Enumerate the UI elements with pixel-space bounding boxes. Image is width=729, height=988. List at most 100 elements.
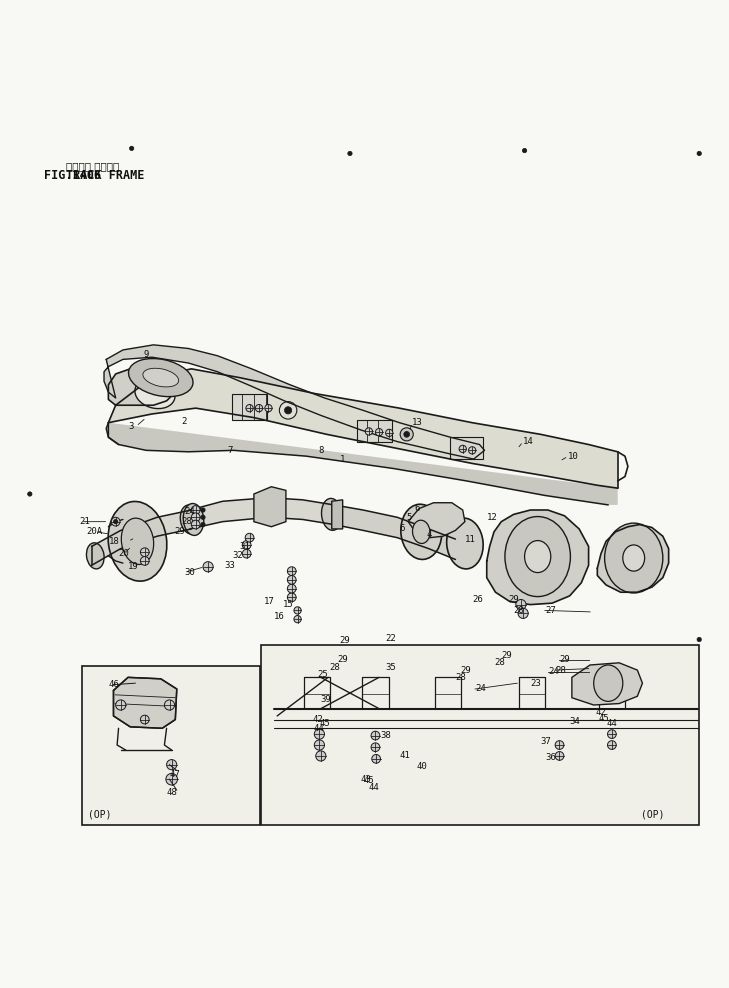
- Ellipse shape: [604, 523, 663, 593]
- Polygon shape: [109, 369, 174, 405]
- Ellipse shape: [183, 504, 203, 535]
- Text: 6: 6: [414, 504, 419, 513]
- Polygon shape: [254, 487, 286, 527]
- Text: 45: 45: [363, 777, 374, 785]
- Circle shape: [287, 575, 296, 584]
- Circle shape: [255, 404, 262, 412]
- Circle shape: [386, 429, 393, 437]
- Circle shape: [130, 146, 134, 150]
- Text: 40: 40: [417, 763, 428, 772]
- Circle shape: [191, 513, 200, 522]
- Circle shape: [469, 447, 476, 453]
- Text: 22: 22: [385, 633, 396, 642]
- Ellipse shape: [321, 498, 342, 531]
- Text: TRACK FRAME: TRACK FRAME: [66, 170, 144, 183]
- Polygon shape: [104, 345, 485, 459]
- Text: 28: 28: [494, 658, 504, 667]
- Text: 30: 30: [184, 568, 195, 577]
- Text: 42: 42: [596, 707, 607, 716]
- Text: 28: 28: [514, 606, 524, 615]
- Polygon shape: [114, 678, 176, 728]
- Circle shape: [114, 520, 118, 524]
- Circle shape: [516, 600, 526, 610]
- Circle shape: [459, 446, 467, 453]
- Text: 28: 28: [330, 663, 340, 672]
- Text: 29: 29: [339, 636, 350, 645]
- Circle shape: [141, 556, 149, 565]
- Text: 26: 26: [472, 595, 483, 604]
- Circle shape: [559, 660, 569, 670]
- Polygon shape: [255, 493, 281, 525]
- Circle shape: [518, 609, 529, 618]
- Polygon shape: [106, 423, 617, 505]
- Circle shape: [200, 523, 205, 527]
- Polygon shape: [190, 498, 334, 529]
- Text: 38: 38: [381, 731, 391, 740]
- Text: 39: 39: [321, 695, 332, 703]
- Text: 28: 28: [555, 666, 566, 675]
- Text: 29: 29: [337, 655, 348, 664]
- Circle shape: [332, 669, 342, 680]
- Text: 11: 11: [465, 535, 475, 543]
- Circle shape: [287, 593, 296, 602]
- Circle shape: [375, 429, 383, 436]
- Text: 46: 46: [109, 680, 119, 690]
- Text: 1: 1: [340, 454, 346, 463]
- Circle shape: [502, 653, 512, 663]
- Circle shape: [294, 616, 301, 622]
- Circle shape: [245, 534, 254, 542]
- Circle shape: [559, 650, 569, 661]
- Text: 23: 23: [531, 679, 541, 688]
- Text: 7: 7: [227, 446, 233, 454]
- Text: 14: 14: [523, 437, 534, 447]
- Text: 41: 41: [399, 752, 410, 761]
- Circle shape: [242, 549, 251, 558]
- Circle shape: [697, 637, 701, 641]
- Circle shape: [314, 729, 324, 739]
- Circle shape: [191, 506, 200, 515]
- Ellipse shape: [180, 505, 200, 534]
- Text: 44: 44: [606, 718, 617, 728]
- Text: 20A: 20A: [87, 528, 103, 536]
- Circle shape: [294, 607, 301, 615]
- Circle shape: [372, 755, 381, 763]
- Polygon shape: [487, 510, 588, 605]
- Text: 9: 9: [144, 350, 149, 359]
- Circle shape: [460, 662, 470, 672]
- Circle shape: [314, 740, 324, 750]
- Circle shape: [116, 700, 126, 710]
- Text: 36: 36: [545, 753, 555, 762]
- Circle shape: [287, 567, 296, 575]
- Text: 44: 44: [313, 724, 324, 733]
- Text: 24: 24: [475, 685, 486, 694]
- Circle shape: [242, 540, 251, 549]
- Circle shape: [523, 148, 527, 153]
- Text: FIG.1406: FIG.1406: [44, 170, 101, 183]
- Polygon shape: [408, 503, 465, 537]
- Ellipse shape: [447, 518, 483, 569]
- Text: トラック フレーム: トラック フレーム: [66, 161, 120, 172]
- Text: 29: 29: [509, 595, 519, 604]
- Ellipse shape: [143, 369, 179, 387]
- Text: 31: 31: [239, 541, 250, 551]
- Circle shape: [607, 741, 616, 749]
- Polygon shape: [332, 500, 343, 529]
- Text: 44: 44: [368, 783, 379, 792]
- Circle shape: [165, 700, 174, 710]
- Text: 34: 34: [569, 716, 580, 725]
- Text: 28: 28: [181, 517, 192, 527]
- Text: 5: 5: [407, 513, 412, 522]
- Bar: [357, 420, 392, 442]
- Text: 24: 24: [184, 507, 195, 516]
- Circle shape: [200, 515, 205, 520]
- Text: 45: 45: [319, 718, 330, 728]
- Text: 4: 4: [426, 530, 432, 538]
- Circle shape: [265, 404, 272, 412]
- Circle shape: [371, 743, 380, 752]
- Polygon shape: [109, 369, 617, 488]
- Circle shape: [279, 401, 297, 419]
- Circle shape: [607, 730, 616, 738]
- Circle shape: [28, 492, 32, 496]
- Circle shape: [330, 650, 340, 661]
- Text: 27: 27: [545, 606, 555, 615]
